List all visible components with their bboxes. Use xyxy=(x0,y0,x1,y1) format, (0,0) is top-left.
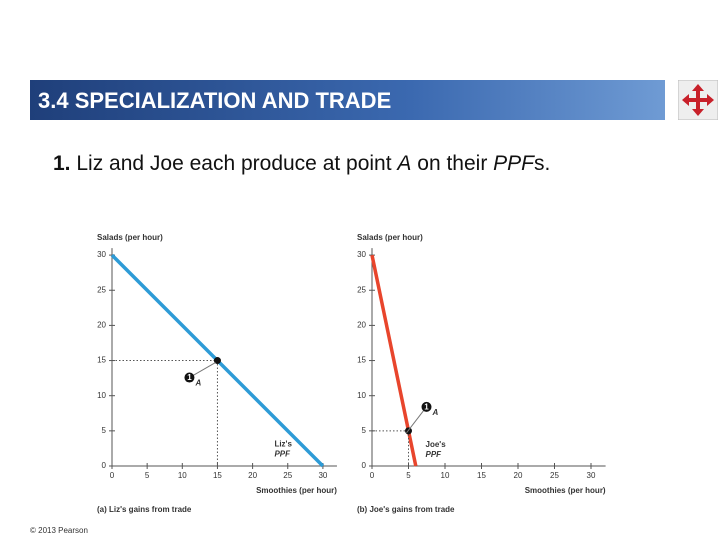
y-tick-label: 5 xyxy=(362,426,367,435)
bullet-number: 1. xyxy=(53,152,71,175)
annotation: PPF xyxy=(426,450,443,459)
x-tick-label: 30 xyxy=(587,471,596,480)
y-axis-label: Salads (per hour) xyxy=(357,233,423,242)
text: on their xyxy=(411,152,494,175)
caption: (b) Joe's gains from trade xyxy=(357,505,455,514)
annotation: Joe's xyxy=(426,440,447,449)
annotation: 1 xyxy=(424,402,429,411)
y-tick-label: 20 xyxy=(357,321,366,330)
y-tick-label: 15 xyxy=(97,356,106,365)
slide-title: 3.4 SPECIALIZATION AND TRADE xyxy=(38,88,392,113)
annotation: Liz's xyxy=(274,440,292,449)
text: s. xyxy=(534,152,551,175)
caption: (a) Liz's gains from trade xyxy=(97,505,192,514)
x-tick-label: 10 xyxy=(178,471,187,480)
y-tick-label: 0 xyxy=(362,461,367,470)
badge xyxy=(421,401,432,412)
badge xyxy=(184,372,195,383)
y-tick-label: 5 xyxy=(102,426,107,435)
x-axis-label: Smoothies (per hour) xyxy=(256,486,337,495)
x-axis-label: Smoothies (per hour) xyxy=(525,486,606,495)
y-tick-label: 0 xyxy=(102,461,107,470)
title-bar: 3.4 SPECIALIZATION AND TRADE xyxy=(30,80,665,120)
y-tick-label: 10 xyxy=(97,391,106,400)
y-axis-label: Salads (per hour) xyxy=(97,233,163,242)
x-tick-label: 20 xyxy=(514,471,523,480)
x-tick-label: 15 xyxy=(477,471,486,480)
x-tick-label: 30 xyxy=(318,471,327,480)
annotation: PPF xyxy=(274,450,291,459)
x-tick-label: 0 xyxy=(110,471,115,480)
x-tick-label: 15 xyxy=(213,471,222,480)
x-tick-label: 20 xyxy=(248,471,257,480)
y-tick-label: 15 xyxy=(357,356,366,365)
ppf-line xyxy=(370,254,418,467)
y-tick-label: 20 xyxy=(97,321,106,330)
annotation: A xyxy=(194,379,201,388)
y-tick-label: 10 xyxy=(357,391,366,400)
bullet-text: 1. Liz and Joe each produce at point A o… xyxy=(53,152,550,176)
point xyxy=(213,357,221,365)
x-tick-label: 25 xyxy=(283,471,292,480)
y-tick-label: 30 xyxy=(97,250,106,259)
y-tick-label: 25 xyxy=(357,285,366,294)
y-tick-label: 25 xyxy=(97,285,106,294)
x-tick-label: 5 xyxy=(406,471,411,480)
text: A xyxy=(397,152,412,175)
copyright: © 2013 Pearson xyxy=(30,526,88,535)
leader xyxy=(406,406,427,434)
annotation: A xyxy=(432,408,439,417)
x-tick-label: 25 xyxy=(550,471,559,480)
text: Liz and Joe each produce at point xyxy=(70,152,398,175)
x-tick-label: 10 xyxy=(441,471,450,480)
x-tick-label: 0 xyxy=(370,471,375,480)
annotation: 1 xyxy=(187,373,192,382)
leader xyxy=(189,362,216,378)
x-tick-label: 5 xyxy=(145,471,150,480)
nav-icon[interactable] xyxy=(678,80,718,120)
y-tick-label: 30 xyxy=(357,250,366,259)
text: PPF xyxy=(493,152,534,175)
